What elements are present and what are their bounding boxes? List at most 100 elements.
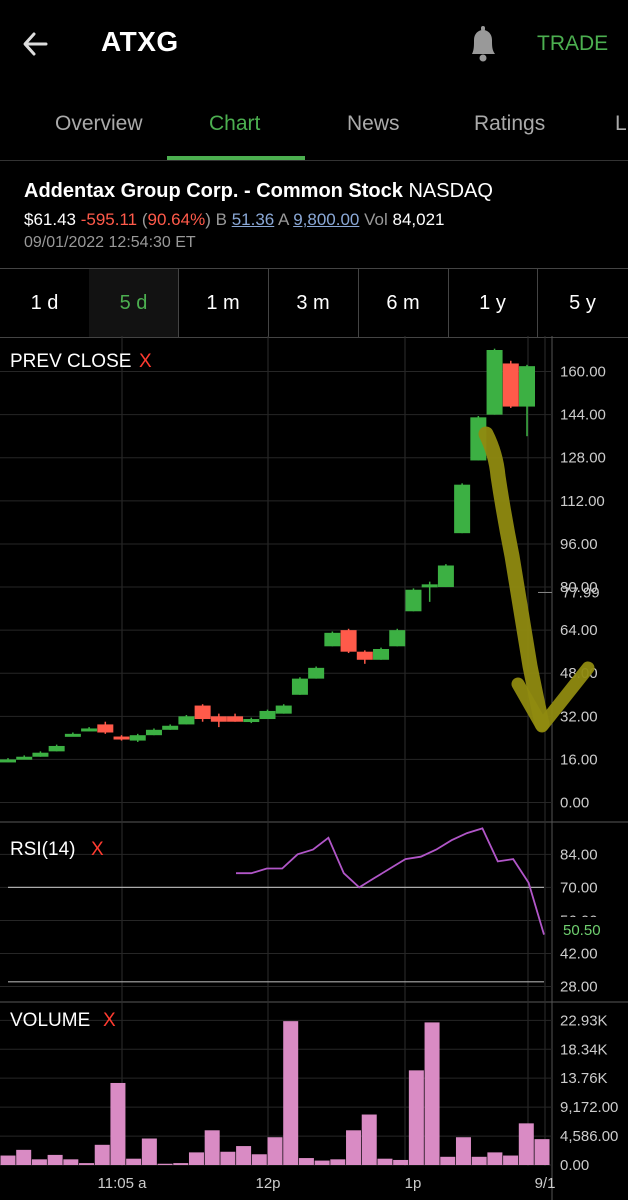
volume-bar (346, 1130, 362, 1165)
close-rsi-panel-icon[interactable]: X (91, 839, 104, 860)
candle-body (162, 725, 179, 730)
range-1d[interactable]: 1 d (0, 269, 90, 337)
tab-ratings[interactable]: Ratings (474, 112, 546, 135)
quote-line: $61.43 -595.11 (90.64%) B 51.36 A 9,800.… (24, 210, 445, 229)
back-arrow-icon[interactable] (20, 24, 56, 64)
volume-bar (79, 1163, 95, 1165)
last-price: $61.43 (24, 210, 76, 229)
candle-body (486, 350, 503, 415)
candle-body (48, 745, 65, 752)
volume-bar (314, 1160, 330, 1165)
candle-body (502, 363, 519, 407)
time-axis: 11:05 a 12p 1p 9/1 (98, 1175, 556, 1192)
close-price-panel-icon[interactable]: X (139, 351, 152, 372)
price-panel-title: PREV CLOSE (10, 351, 131, 372)
price-chart[interactable]: PREV CLOSE X 160.00 144.00 128.00 112.00 96.… (0, 336, 628, 1200)
volume-bar (361, 1114, 377, 1165)
volume-tick-label: 0.00 (560, 1157, 589, 1174)
rsi-tick-label: 42.00 (560, 946, 598, 963)
volume-bar (204, 1130, 220, 1165)
range-selector: 1 d 5 d 1 m 3 m 6 m 1 y 5 y (0, 268, 628, 338)
ask-price[interactable]: 9,800.00 (293, 210, 360, 229)
volume-bar (298, 1158, 314, 1165)
volume-bar (47, 1154, 63, 1165)
candle-body (421, 584, 438, 588)
tab-more[interactable]: L (615, 112, 627, 135)
candle-body (243, 719, 260, 723)
rsi-guide-lines (8, 886, 544, 983)
volume-bar (377, 1158, 393, 1165)
candle-body (210, 716, 227, 722)
volume-bar (126, 1158, 142, 1165)
volume-axis: 22.93K 18.34K 13.76K 9,172.00 4,586.00 0.00 (560, 1012, 618, 1174)
candle-body (0, 759, 16, 763)
chart-grid (0, 336, 628, 1200)
volume-bar (157, 1163, 173, 1165)
candle-body (405, 589, 422, 612)
volume-bar (220, 1151, 236, 1165)
bell-icon[interactable] (464, 22, 502, 66)
rsi-line (236, 827, 545, 935)
volume-bar (141, 1138, 157, 1165)
price-tick-label: 16.00 (560, 751, 598, 768)
volume-tick-label: 4,586.00 (560, 1128, 618, 1145)
drawn-arrowhead-annotation (511, 661, 595, 733)
candle-body (373, 648, 390, 660)
candle-body (356, 651, 373, 660)
range-5d[interactable]: 5 d (89, 269, 179, 337)
candle-body (275, 705, 292, 714)
volume-bar (518, 1123, 534, 1165)
tab-news[interactable]: News (347, 112, 400, 135)
rsi-current-value: 50.50 (563, 922, 601, 939)
price-tick-label: 96.00 (560, 536, 598, 553)
tab-overview[interactable]: Overview (55, 112, 143, 135)
volume-bar (440, 1156, 456, 1165)
volume-value: 84,021 (392, 210, 445, 229)
candle-body (16, 756, 33, 760)
candle-body (129, 735, 146, 741)
candle-body (145, 729, 162, 736)
top-app-bar: ATXG TRADE (0, 0, 628, 90)
volume-bar (16, 1149, 32, 1165)
candle-body (81, 728, 98, 732)
price-tick-label: 64.00 (560, 622, 598, 639)
volume-bar (94, 1144, 110, 1165)
candle-body (437, 565, 454, 588)
bid-price[interactable]: 51.36 (231, 210, 275, 229)
candle-body (454, 484, 471, 534)
rsi-tick-label: 70.00 (560, 879, 598, 896)
time-tick-label: 12p (255, 1175, 280, 1192)
close-volume-panel-icon[interactable]: X (103, 1010, 116, 1031)
range-3m[interactable]: 3 m (268, 269, 359, 337)
ticker-symbol: ATXG (101, 26, 179, 57)
candle-body (389, 630, 406, 647)
range-1y[interactable]: 1 y (448, 269, 538, 337)
volume-label: Vol (364, 210, 388, 229)
tab-chart[interactable]: Chart (209, 112, 261, 135)
candle-body (259, 710, 276, 720)
candle-body (178, 716, 195, 725)
price-tick-label: 112.00 (560, 493, 605, 510)
volume-tick-label: 18.34K (560, 1041, 608, 1058)
rsi-tick-label: 84.00 (560, 846, 598, 863)
volume-bars (0, 1021, 550, 1165)
candle-body (194, 705, 211, 720)
range-5y[interactable]: 5 y (569, 292, 596, 314)
range-6m[interactable]: 6 m (358, 269, 449, 337)
volume-bar (503, 1155, 519, 1165)
volume-bar (393, 1159, 409, 1165)
tab-bar: Overview Chart News Ratings L (0, 92, 628, 161)
range-1m[interactable]: 1 m (178, 269, 269, 337)
candle-body (324, 632, 341, 647)
volume-bar (267, 1137, 283, 1165)
time-tick-label: 11:05 a (98, 1175, 148, 1192)
volume-bar (455, 1137, 471, 1165)
price-change-percent: 90.64% (147, 210, 206, 229)
volume-bar (110, 1082, 126, 1165)
trade-button[interactable]: TRADE (537, 32, 609, 55)
price-tick-label: 144.00 (560, 407, 606, 424)
last-price-label: 77.99 (562, 584, 600, 601)
rsi-panel-title: RSI(14) (10, 839, 75, 860)
volume-tick-label: 13.76K (560, 1070, 608, 1087)
company-title: Addentax Group Corp. - Common Stock (24, 180, 403, 202)
